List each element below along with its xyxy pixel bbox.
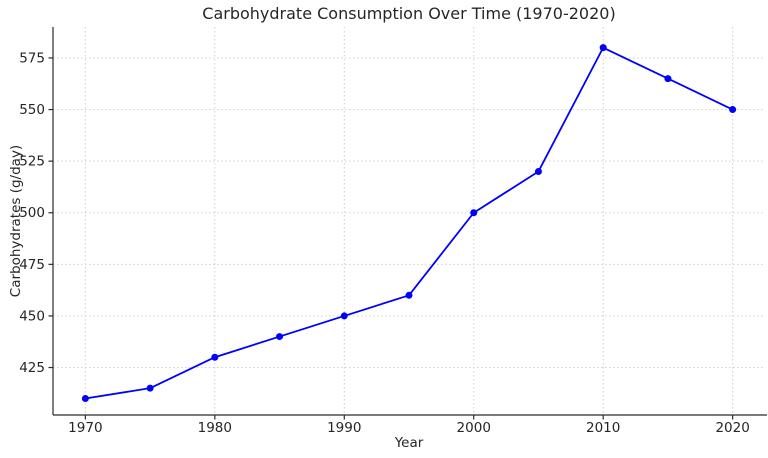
y-axis-tick-label: 450 <box>19 308 45 324</box>
data-point-marker <box>534 167 542 175</box>
data-point-marker <box>405 291 413 299</box>
data-point-marker <box>340 312 348 320</box>
y-axis-tick-label: 500 <box>19 205 45 221</box>
data-point-marker <box>664 75 672 83</box>
data-point-marker <box>729 106 737 114</box>
y-axis-tick-label: 575 <box>19 50 45 66</box>
y-axis-tick-label: 550 <box>19 102 45 118</box>
x-axis-tick-label: 2000 <box>457 420 491 436</box>
y-axis-tick-label: 475 <box>19 257 45 273</box>
x-axis-tick-label: 2010 <box>586 420 620 436</box>
chart-title: Carbohydrate Consumption Over Time (1970… <box>202 4 616 23</box>
x-axis-tick-label: 1990 <box>327 420 361 436</box>
data-line <box>84 46 734 400</box>
y-axis-tick-label: 425 <box>19 360 45 376</box>
data-point-marker <box>81 394 89 402</box>
data-point-marker <box>146 384 154 392</box>
data-point-marker <box>211 353 219 361</box>
data-point-marker <box>470 209 478 217</box>
x-axis-label: Year <box>394 435 424 451</box>
x-axis-tick-label: 2020 <box>715 420 749 436</box>
data-point-marker <box>276 333 284 341</box>
x-axis-tick-label: 1970 <box>68 420 102 436</box>
x-axis-tick-label: 1980 <box>198 420 232 436</box>
y-axis-tick-label: 525 <box>19 154 45 170</box>
data-point-marker <box>599 44 607 52</box>
